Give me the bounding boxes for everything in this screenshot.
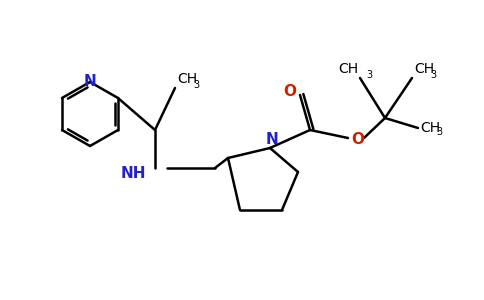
- Text: N: N: [266, 133, 278, 148]
- Text: N: N: [84, 74, 96, 89]
- Text: NH: NH: [120, 166, 146, 181]
- Text: 3: 3: [366, 70, 372, 80]
- Text: 3: 3: [430, 70, 436, 80]
- Text: CH: CH: [420, 121, 440, 135]
- Text: O: O: [351, 131, 364, 146]
- Text: 3: 3: [436, 127, 442, 137]
- Text: CH: CH: [338, 62, 358, 76]
- Text: CH: CH: [414, 62, 434, 76]
- Text: CH: CH: [177, 72, 197, 86]
- Text: 3: 3: [193, 80, 199, 90]
- Text: O: O: [284, 83, 297, 98]
